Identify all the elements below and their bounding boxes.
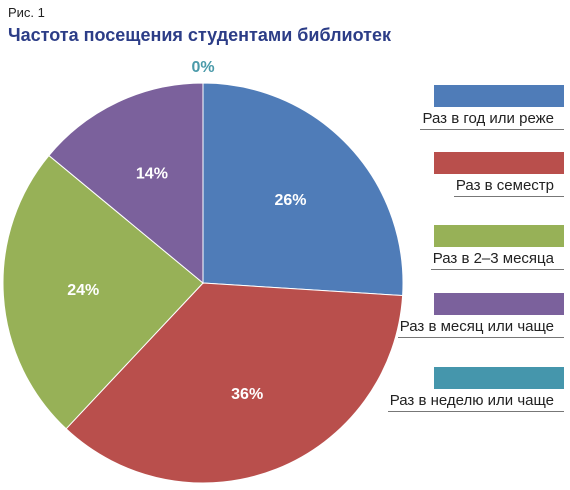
pie-slice-monthly [48, 82, 204, 285]
legend-item-yearly: Раз в год или реже [334, 85, 564, 145]
legend-label-weekly: Раз в неделю или чаще [387, 392, 565, 412]
slice-label-yearly: 26% [274, 192, 306, 209]
legend-swatch-yearly [434, 85, 564, 107]
legend-swatch-weekly [434, 367, 564, 389]
slice-label-weekly: 0% [191, 59, 214, 76]
figure-label: Рис. 1 [8, 5, 45, 20]
pie-slice-2-3-months [2, 154, 204, 430]
legend-swatch-semester [434, 152, 564, 174]
legend-item-weekly: Раз в неделю или чаще [334, 367, 565, 427]
legend-item-monthly: Раз в месяц или чаще [334, 293, 565, 353]
legend-label-monthly: Раз в месяц или чаще [397, 318, 565, 338]
slice-label-semester: 36% [231, 386, 263, 403]
legend-label-2-3-months: Раз в 2–3 месяца [430, 250, 565, 270]
legend-label-semester: Раз в семестр [453, 177, 565, 197]
legend-item-semester: Раз в семестр [334, 152, 565, 212]
legend-swatch-monthly [434, 293, 564, 315]
pie-slice-yearly [202, 82, 404, 297]
pie-slice-semester [65, 282, 404, 484]
legend-swatch-2-3-months [434, 225, 564, 247]
slice-label-2-3-months: 24% [67, 282, 99, 299]
legend-item-2-3-months: Раз в 2–3 месяца [334, 225, 565, 285]
legend-label-yearly: Раз в год или реже [420, 110, 564, 130]
chart-title: Частота посещения студентами библиотек [8, 25, 392, 45]
slice-label-monthly: 14% [136, 166, 168, 183]
